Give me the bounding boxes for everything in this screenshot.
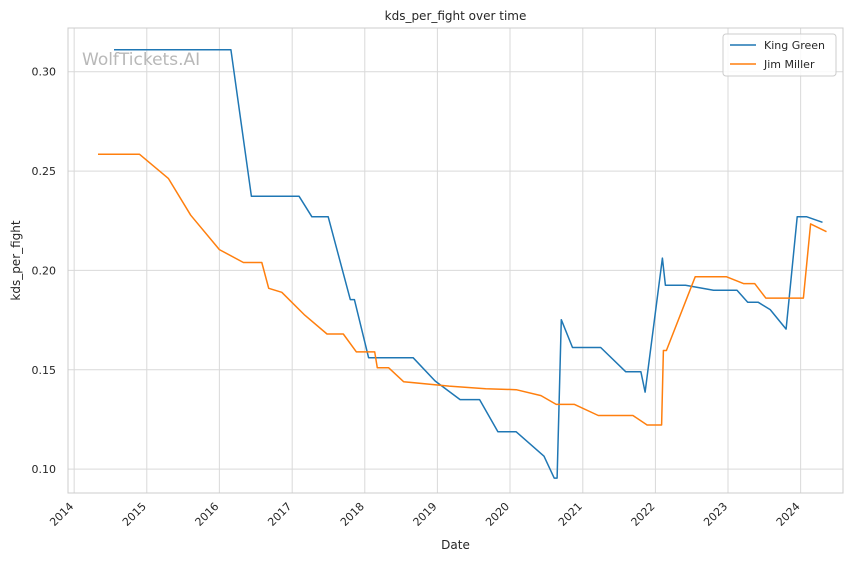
y-gridlines [68, 71, 843, 470]
legend-label: King Green [764, 39, 825, 52]
y-tick-label: 0.15 [32, 364, 57, 377]
y-tick-label: 0.30 [32, 66, 57, 79]
chart-title: kds_per_fight over time [385, 9, 527, 23]
plot-area-frame [67, 27, 844, 494]
series-line-2 [98, 153, 827, 426]
series-layer [98, 48, 827, 479]
series-line-1 [114, 48, 823, 479]
y-tick-label: 0.10 [32, 463, 57, 476]
legend-label: Jim Miller [763, 58, 815, 71]
legend: King Green Jim Miller [722, 33, 837, 77]
x-axis-label: Date [441, 538, 470, 552]
y-tick-label: 0.25 [32, 165, 57, 178]
watermark: WolfTickets.AI [82, 50, 200, 70]
x-gridlines [73, 28, 802, 493]
y-tick-labels: 0.10 0.15 0.20 0.25 0.30 [32, 66, 57, 476]
y-axis-label: kds_per_fight [9, 220, 23, 301]
x-tick-labels: 2014 2015 2016 2017 2018 2019 2020 2021 2022 2023… [47, 500, 802, 529]
y-tick-label: 0.20 [32, 264, 57, 277]
